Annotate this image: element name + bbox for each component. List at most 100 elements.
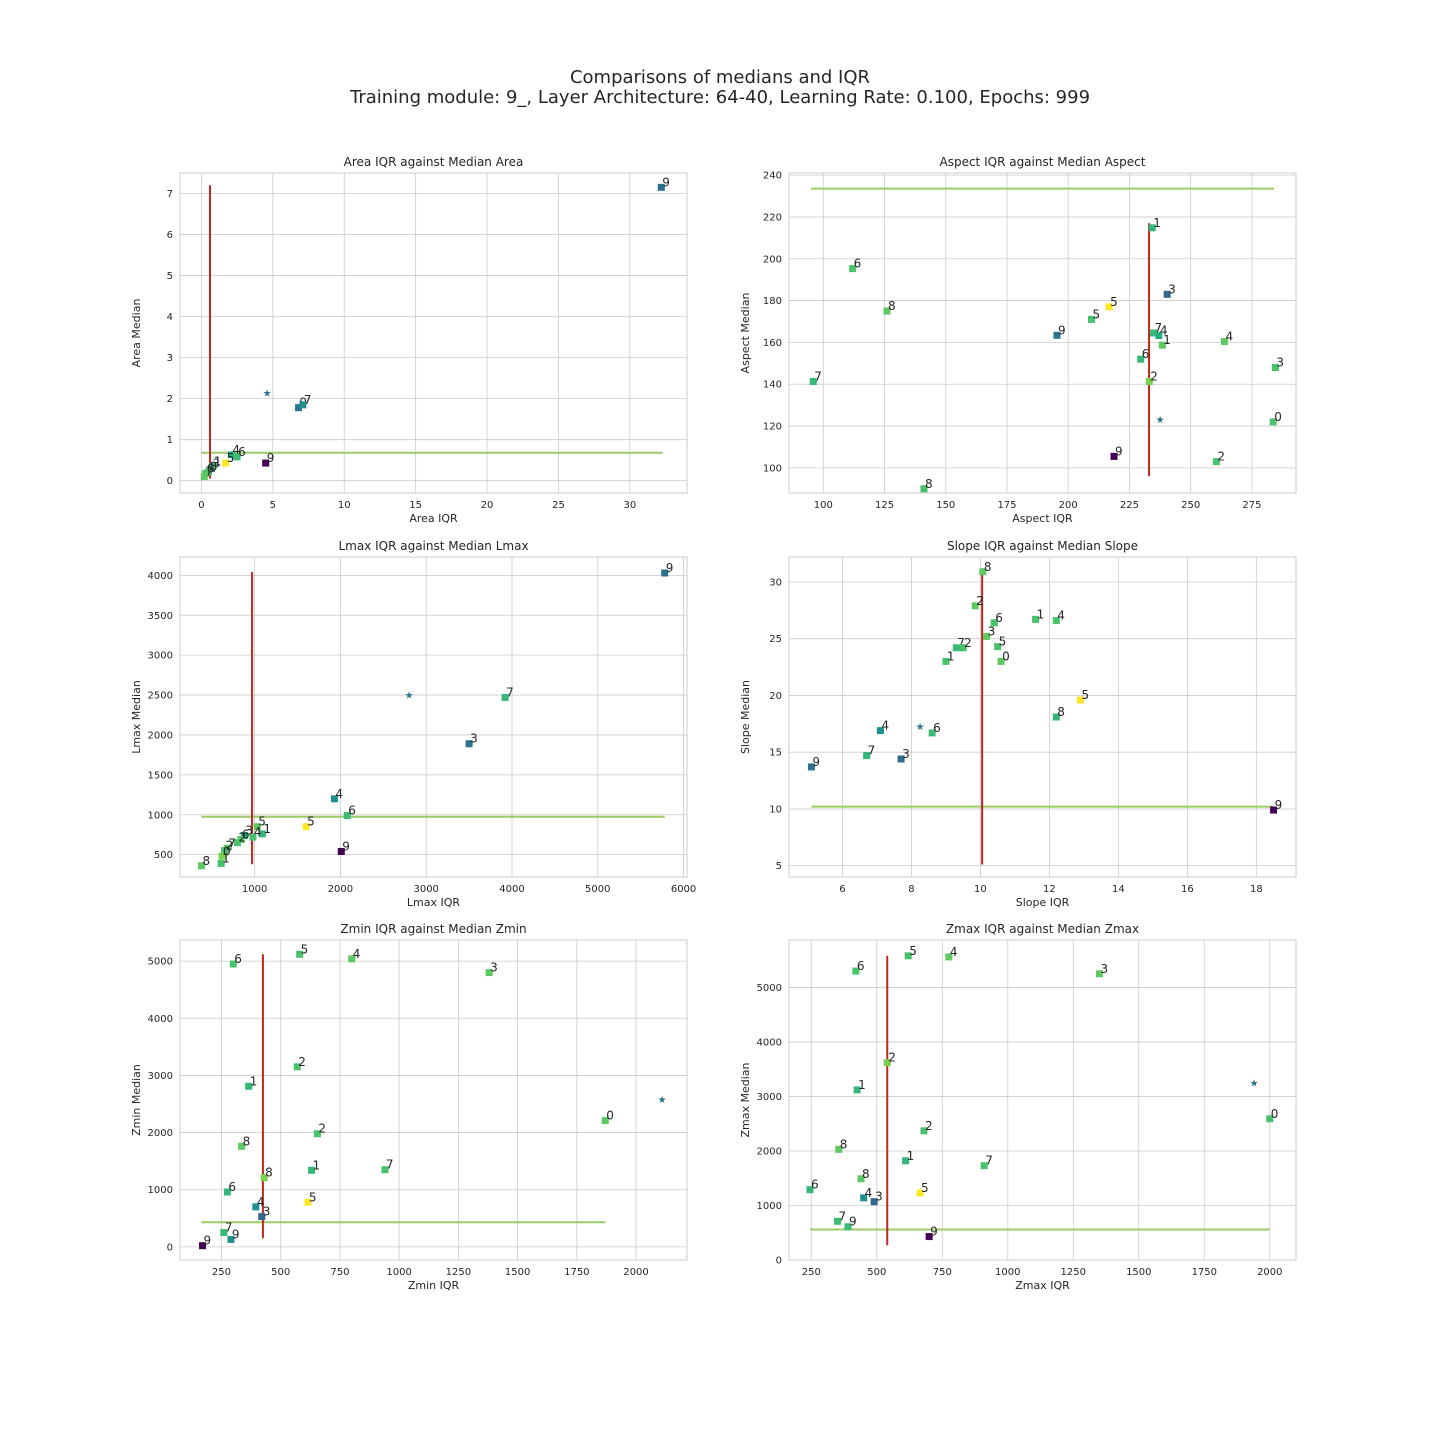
point-marker: [897, 755, 905, 763]
point-label: 4: [335, 787, 343, 801]
y-tick-label: 7: [167, 189, 173, 200]
point-marker: [852, 967, 860, 975]
point-label: 4: [232, 443, 240, 457]
x-tick-label: 500: [271, 1267, 290, 1278]
point-label: 4: [257, 1195, 265, 1209]
point-marker: [1137, 355, 1145, 363]
point-marker: [1212, 458, 1220, 466]
point-marker: [983, 632, 991, 640]
point-label: 2: [1217, 450, 1225, 464]
scatter-point: 9: [199, 1234, 211, 1250]
star-marker: ★: [1156, 415, 1165, 426]
x-tick-label: 1500: [1126, 1267, 1151, 1278]
plot-frame: [179, 556, 688, 878]
x-tick-label: 1750: [564, 1267, 589, 1278]
chart-title: Aspect IQR against Median Aspect: [940, 155, 1146, 169]
scatter-point: 7: [863, 744, 875, 760]
point-marker: [920, 485, 928, 493]
subplot-area: 0 5 10 15 20 25 30 0 1 2 3 4 5 6 7 Area IQR against Med…: [130, 150, 700, 534]
scatter-point: 2: [883, 1051, 896, 1067]
scatter-point: 9: [337, 839, 350, 855]
point-marker: [218, 852, 226, 860]
point-label: 4: [881, 719, 889, 733]
point-label: 4: [353, 947, 361, 961]
x-tick-label: 25: [552, 500, 565, 511]
scatter-point: 4: [1220, 330, 1233, 346]
point-label: 7: [1154, 321, 1162, 335]
x-axis-label: Slope IQR: [1016, 896, 1070, 909]
y-tick-label: 5000: [148, 957, 173, 968]
point-label: 8: [840, 1137, 848, 1151]
scatter-point: 5: [1105, 295, 1118, 311]
y-tick-label: 3500: [148, 611, 173, 622]
y-tick-label: 3000: [148, 651, 173, 662]
point-label: 6: [348, 804, 356, 818]
point-label: 1: [1153, 216, 1161, 230]
scatter-point: 2: [971, 594, 984, 610]
point-marker: [883, 307, 891, 315]
x-tick-label: 275: [1242, 500, 1261, 511]
scatter-point: 2: [233, 831, 246, 847]
scatter-point: 9: [262, 451, 274, 467]
point-label: 9: [930, 1225, 938, 1239]
scatter-point: 6: [928, 721, 941, 737]
point-label: 0: [606, 1109, 614, 1123]
point-label: 5: [1110, 295, 1118, 309]
chart-title: Lmax IQR against Median Lmax: [338, 539, 528, 553]
scatter-point: 2: [293, 1055, 306, 1071]
point-marker: [883, 1059, 891, 1067]
chart-title: Zmax IQR against Median Zmax: [946, 922, 1139, 936]
scatter-point: 8: [1052, 705, 1065, 721]
y-tick-label: 2000: [148, 730, 173, 741]
scatter-point: 7: [833, 1209, 846, 1225]
scatter-point: 9: [925, 1225, 938, 1241]
point-marker: [299, 401, 307, 409]
point-marker: [904, 952, 912, 960]
point-marker: [807, 763, 815, 771]
scatter-point: 6: [1137, 347, 1149, 363]
point-label: 0: [1002, 649, 1010, 663]
point-marker: [863, 752, 871, 760]
x-tick-label: 175: [997, 500, 1016, 511]
point-marker: [221, 847, 229, 855]
scatter-point: 0: [601, 1109, 614, 1125]
point-label: 6: [242, 827, 250, 841]
point-marker: [465, 740, 473, 748]
point-marker: [920, 1127, 928, 1135]
scatter-point: 5: [296, 942, 308, 958]
scatter-point: 2: [313, 1122, 326, 1138]
x-tick-label: 8: [908, 884, 914, 895]
point-label: 3: [902, 747, 910, 761]
x-tick-label: 4000: [499, 884, 524, 895]
point-marker: [245, 1082, 253, 1090]
point-label: 9: [1115, 444, 1123, 458]
y-tick-label: 240: [763, 171, 782, 182]
point-label: 4: [865, 1186, 873, 1200]
y-tick-label: 1000: [757, 1201, 782, 1212]
point-marker: [942, 657, 950, 665]
x-tick-label: 125: [875, 500, 894, 511]
scatter-point: 6: [849, 257, 861, 273]
point-label: 6: [854, 257, 862, 271]
scatter-point: 6: [852, 959, 864, 975]
plot-frame: [179, 939, 688, 1261]
x-tick-label: 16: [1181, 884, 1194, 895]
point-label: 7: [228, 836, 236, 850]
scatter-point: 1: [1158, 333, 1171, 349]
x-tick-label: 1250: [446, 1267, 471, 1278]
scatter-point: 1: [1148, 216, 1161, 232]
point-label: 9: [232, 1227, 240, 1241]
point-label: 7: [838, 1209, 846, 1223]
y-tick-label: 2: [167, 394, 173, 405]
scatter-point: 5: [1076, 688, 1089, 704]
y-tick-label: 5: [167, 271, 173, 282]
scatter-point: 6: [343, 804, 356, 820]
point-marker: [1269, 418, 1277, 426]
point-marker: [928, 729, 936, 737]
scatter-point: 6: [990, 611, 1003, 627]
scatter-point: 5: [302, 815, 315, 831]
figure-header: Comparisons of medians and IQR Training …: [0, 68, 1440, 108]
chart-aspect: 100 125 150 175 200 225 250 2751001201401601802…: [739, 155, 1297, 525]
x-tick-label: 2000: [328, 884, 353, 895]
point-marker: [302, 823, 310, 831]
